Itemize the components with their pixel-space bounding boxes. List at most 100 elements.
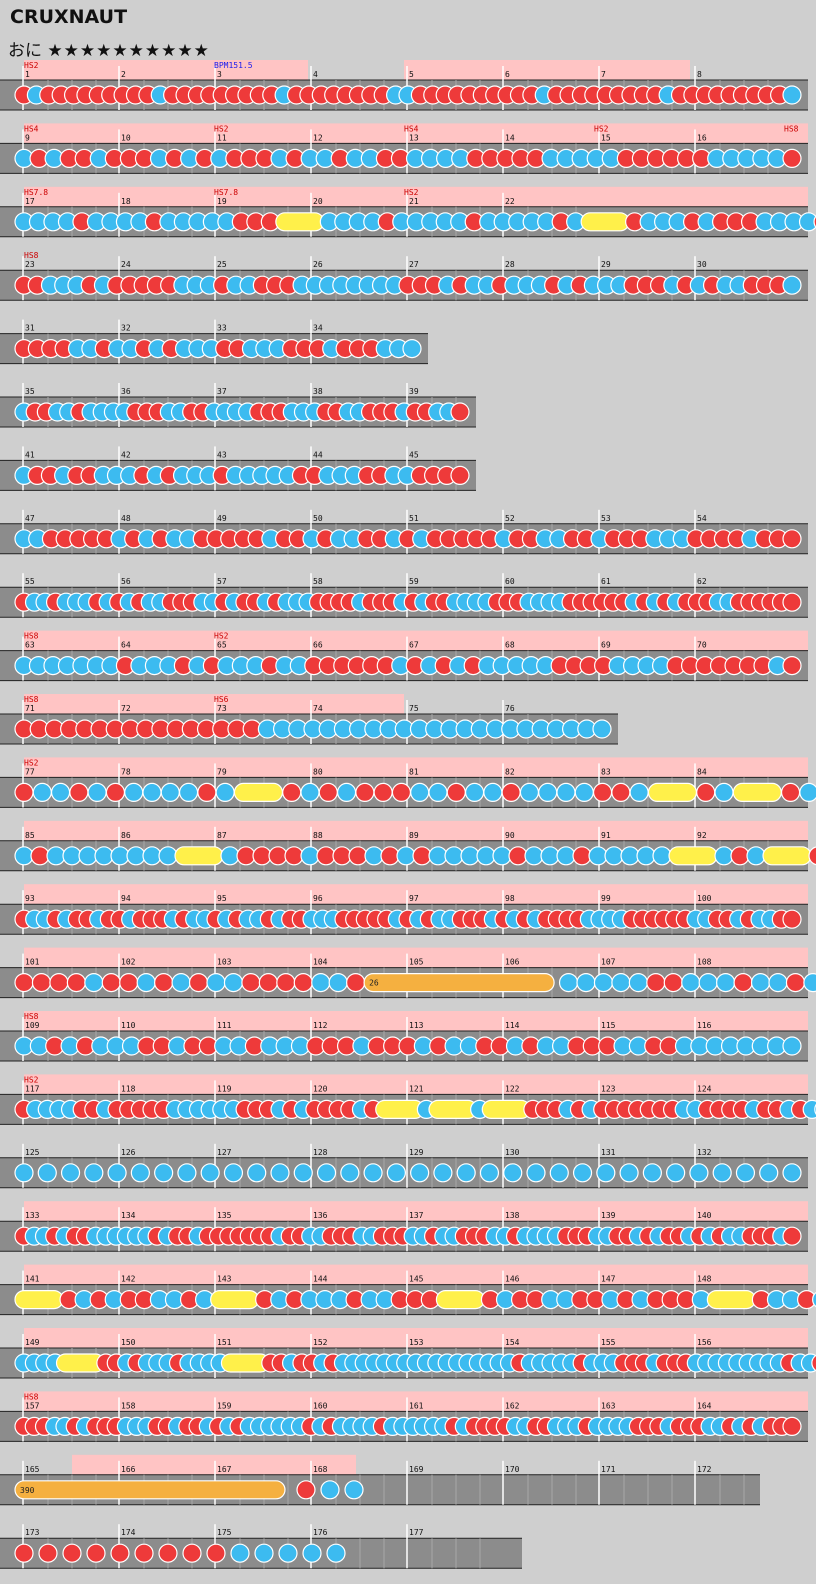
don-note [696, 782, 716, 803]
gogo-section [24, 60, 308, 81]
ka-note [50, 782, 71, 803]
gogo-section [24, 884, 808, 906]
ka-note [340, 1163, 360, 1183]
ka-note [479, 1163, 500, 1183]
don-note [14, 972, 34, 993]
measure-number: 161 [409, 1401, 424, 1410]
don-note [380, 846, 400, 866]
don-note [38, 1543, 58, 1563]
don-note [236, 846, 256, 866]
speed-change-label: HS8 [24, 251, 39, 260]
chart-row: 93 94 95 96 97 98 99 100 [0, 884, 808, 935]
measure-number: 126 [121, 1148, 136, 1157]
measure-number: 31 [25, 324, 35, 333]
drumroll-note [732, 782, 782, 803]
ka-note [798, 212, 816, 232]
chart-row: 125 126 127 128 129 130 131 132 [0, 1143, 808, 1189]
chart-row: 41 42 43 44 45 [0, 446, 476, 491]
measure-number: 152 [313, 1338, 328, 1347]
drumroll-note [435, 1289, 486, 1310]
speed-change-label: HS7.8 [24, 188, 48, 197]
ka-note [32, 782, 52, 803]
don-note [663, 972, 683, 993]
measure-number: 29 [601, 260, 611, 269]
speed-change-label: HS8 [24, 632, 39, 641]
ka-note [620, 846, 640, 866]
ka-note [782, 275, 802, 295]
ka-note [130, 1163, 150, 1183]
don-note [811, 1354, 816, 1372]
measure-number: 111 [217, 1021, 232, 1030]
ka-note [714, 846, 734, 866]
don-note [446, 782, 466, 803]
ka-note [652, 846, 672, 866]
don-note [49, 972, 69, 993]
measure-number: 104 [313, 958, 328, 967]
don-note [66, 972, 86, 993]
measure-number: 70 [697, 641, 707, 650]
ka-note [410, 782, 430, 803]
difficulty-line: おに ★★★★★★★★★★ [8, 36, 210, 61]
don-note [14, 1543, 34, 1563]
measure-number: 4 [313, 70, 318, 79]
ka-note [604, 846, 624, 866]
ka-note [592, 719, 612, 739]
measure-number: 14 [505, 133, 515, 142]
ka-note [444, 846, 464, 866]
drumroll-note [428, 1099, 478, 1120]
gogo-section [404, 60, 690, 81]
measure-number: 153 [409, 1338, 424, 1347]
measure-number: 59 [409, 577, 419, 586]
ka-note [524, 846, 544, 866]
measure-number: 141 [25, 1275, 40, 1284]
measure-number: 158 [121, 1401, 136, 1410]
chart-row: 117 118 119 120 121 122 123 124 HS2 [0, 1074, 816, 1125]
measure-number: 112 [313, 1021, 328, 1030]
measure-number: 22 [505, 197, 515, 206]
ka-note [136, 972, 156, 993]
measure-number: 103 [217, 958, 232, 967]
measure-number: 146 [505, 1275, 520, 1284]
balloon-note [14, 1480, 286, 1500]
measure-number: 123 [601, 1084, 616, 1093]
ka-note [160, 782, 180, 803]
ka-note [750, 972, 771, 993]
ka-note [782, 1036, 802, 1056]
measure-number: 176 [313, 1528, 328, 1537]
measure-number: 74 [313, 704, 323, 713]
ka-note [492, 846, 512, 866]
chart-row: 101 102 103 104 105 106 107 108 26 [0, 947, 816, 999]
measure-number: 128 [313, 1148, 328, 1157]
don-note [14, 782, 34, 803]
don-note [296, 1480, 316, 1500]
chart-row: 71 72 73 74 75 76 HS8 HS6 [0, 694, 618, 745]
ka-note [247, 1163, 267, 1183]
ka-note [526, 1163, 546, 1183]
don-note [782, 592, 802, 612]
measure-number: 177 [409, 1528, 424, 1537]
measure-number: 93 [25, 894, 35, 903]
ka-note [142, 846, 162, 866]
measure-number: 12 [313, 133, 323, 142]
measure-number: 98 [505, 894, 515, 903]
measure-number: 7 [601, 70, 606, 79]
ka-note [278, 1543, 298, 1563]
chart-row: 173 174 175 176 177 [0, 1524, 522, 1569]
don-note [572, 846, 592, 866]
ka-note [78, 846, 98, 866]
measure-number: 95 [217, 894, 227, 903]
ka-note [60, 1163, 81, 1183]
measure-number: 107 [601, 958, 616, 967]
measure-number: 6 [505, 70, 510, 79]
don-note [646, 972, 666, 993]
don-note [611, 782, 631, 803]
speed-change-label: HS2 [24, 1075, 39, 1084]
measure-number: 57 [217, 577, 227, 586]
measure-number: 36 [121, 387, 131, 396]
don-note [134, 1543, 154, 1563]
drumroll-note [668, 846, 718, 866]
measure-number: 15 [601, 133, 611, 142]
measure-number: 8 [697, 70, 702, 79]
measure-number: 113 [409, 1021, 424, 1030]
don-note [62, 1543, 82, 1563]
